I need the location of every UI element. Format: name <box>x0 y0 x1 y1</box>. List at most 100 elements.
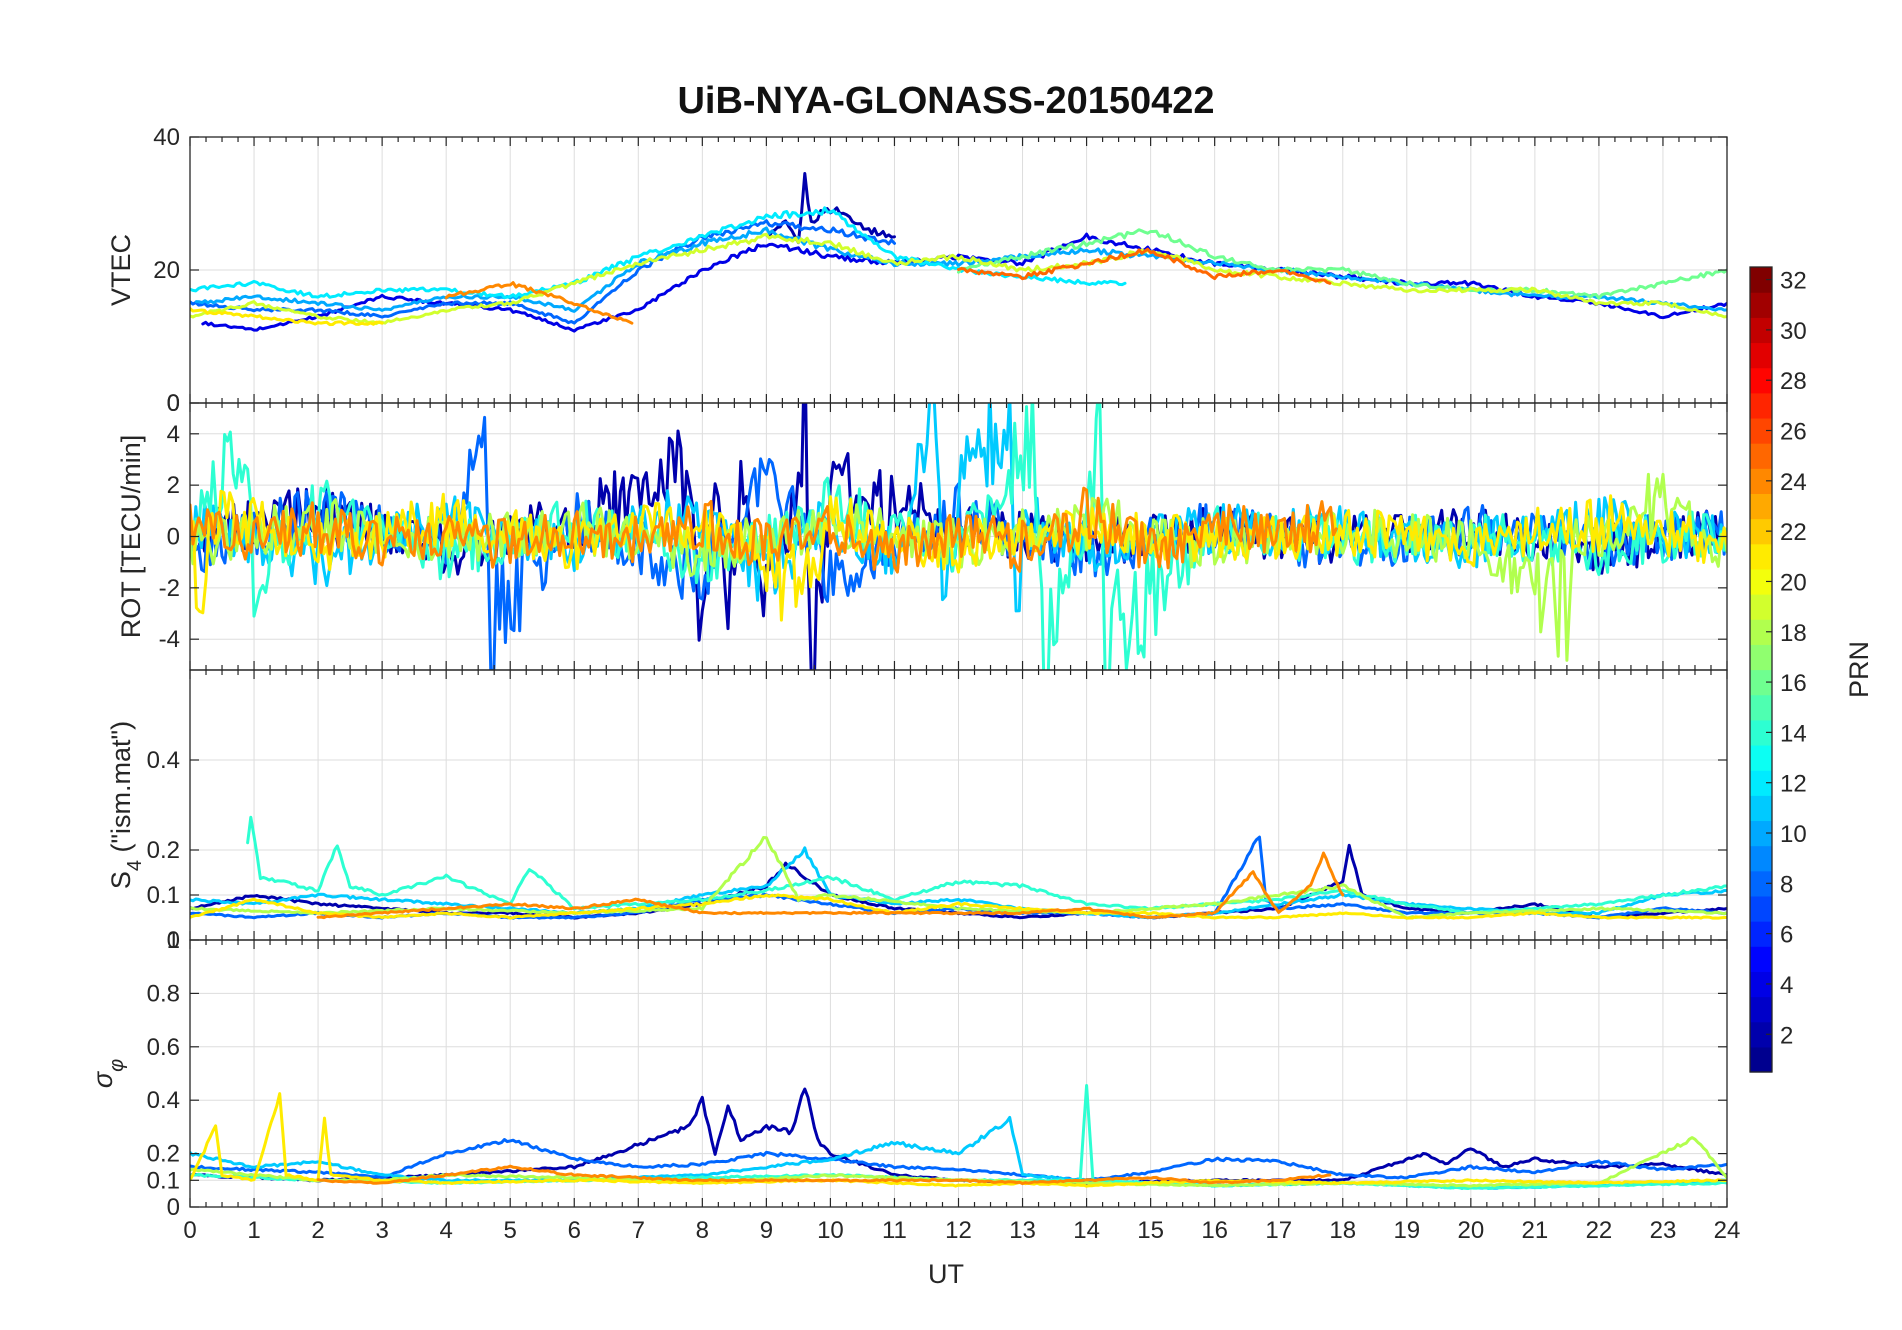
y-tick-label: 0.8 <box>147 980 180 1007</box>
y-tick-label: 0.6 <box>147 1034 180 1061</box>
colorbar-segment <box>1750 1021 1772 1048</box>
colorbar-segment <box>1750 996 1772 1023</box>
x-tick-label: 8 <box>696 1217 709 1244</box>
y-tick-label: -4 <box>159 626 180 653</box>
colorbar-segment <box>1750 971 1772 998</box>
y-tick-label: 0 <box>167 390 180 417</box>
colorbar-frame <box>1749 266 1773 1073</box>
colorbar-tick-label: 30 <box>1780 318 1807 345</box>
y-tick-label: 0.2 <box>147 837 180 864</box>
trace-prn-24 <box>316 851 1345 920</box>
colorbar-segment <box>1750 870 1772 897</box>
y-tick-label: 0.2 <box>147 1141 180 1168</box>
y-tick-label: 0 <box>167 1194 180 1221</box>
colorbar-segment <box>1750 392 1772 419</box>
colorbar-tick-label: 10 <box>1780 821 1807 848</box>
x-tick-label: 23 <box>1650 1217 1677 1244</box>
colorbar-segment <box>1750 744 1772 771</box>
x-tick-label: 21 <box>1522 1217 1549 1244</box>
traces-rot <box>190 403 1727 670</box>
x-tick-label: 10 <box>817 1217 844 1244</box>
colorbar-segment <box>1750 644 1772 671</box>
trace-prn-24 <box>316 1164 1332 1186</box>
colorbar-tick-label: 20 <box>1780 569 1807 596</box>
colorbar-tick-label: 28 <box>1780 368 1807 395</box>
y-tick-label: 0 <box>167 927 180 954</box>
trace-prn-12 <box>190 206 1127 300</box>
x-tick-label: 1 <box>247 1217 260 1244</box>
y-tick-label: 0.1 <box>147 1167 180 1194</box>
y-tick-label: 40 <box>153 124 180 151</box>
trace-prn-16 <box>957 228 1727 300</box>
trace-prn-8 <box>190 1138 1727 1183</box>
trace-prn-4 <box>201 232 1727 333</box>
colorbar-segment <box>1750 770 1772 796</box>
y-axis-label-rot: ROT [TECU/min] <box>116 435 146 639</box>
colorbar-segment <box>1750 719 1772 746</box>
colorbar-tick-label: 2 <box>1780 1022 1793 1049</box>
colorbar-segment <box>1750 543 1772 570</box>
colorbar-tick-label: 18 <box>1780 620 1807 647</box>
colorbar-segment <box>1750 317 1772 344</box>
x-tick-label: 19 <box>1393 1217 1420 1244</box>
y-tick-label: -2 <box>159 575 180 602</box>
y-tick-label: 20 <box>153 257 180 284</box>
colorbar-segment <box>1750 921 1772 947</box>
x-tick-label: 9 <box>760 1217 773 1244</box>
colorbar-segment <box>1750 594 1772 620</box>
colorbar-segment <box>1750 292 1772 318</box>
colorbar-segment <box>1750 669 1772 696</box>
colorbar-segment <box>1750 619 1772 645</box>
x-tick-label: 20 <box>1457 1217 1484 1244</box>
x-tick-label: 12 <box>945 1217 972 1244</box>
traces-sigphi <box>190 1084 1727 1190</box>
x-tick-label: 16 <box>1201 1217 1228 1244</box>
y-tick-label: 0 <box>167 390 180 417</box>
colorbar-tick-label: 26 <box>1780 419 1807 446</box>
y-axis-label-s4: S4 ("ism.mat") <box>106 721 146 889</box>
colorbar-tick-label: 22 <box>1780 519 1807 546</box>
y-tick-label: 0.4 <box>147 747 180 774</box>
trace-prn-21 <box>190 893 1727 920</box>
x-tick-label: 14 <box>1073 1217 1100 1244</box>
colorbar-segment <box>1750 468 1772 495</box>
colorbar-tick-label: 24 <box>1780 469 1807 496</box>
colorbar-segment <box>1750 342 1772 369</box>
y-tick-label: 0.1 <box>147 882 180 909</box>
x-tick-label: 17 <box>1265 1217 1292 1244</box>
colorbar-segment <box>1750 1046 1772 1073</box>
x-tick-label: 18 <box>1329 1217 1356 1244</box>
traces-vtec <box>190 172 1727 333</box>
panel-s4: 0 0.1 0.2 0.4S4 ("ism.mat") <box>106 669 1728 954</box>
x-tick-label: 7 <box>632 1217 645 1244</box>
trace-prn-11 <box>190 846 1727 920</box>
y-tick-label: 2 <box>167 472 180 499</box>
colorbar-tick-label: 32 <box>1780 268 1807 295</box>
panel-rot: -4 -2 0 2 4 0 ROT [TECU/min] <box>116 390 1728 671</box>
x-tick-label: 15 <box>1137 1217 1164 1244</box>
colorbar-segment <box>1750 946 1772 972</box>
colorbar-segment <box>1750 443 1772 469</box>
trace-prn-25 <box>957 247 1332 285</box>
x-tick-label: 5 <box>504 1217 517 1244</box>
x-tick-label: 6 <box>568 1217 581 1244</box>
colorbar-tick-label: 8 <box>1780 871 1793 898</box>
colorbar-segment <box>1750 267 1772 293</box>
x-tick-label: 13 <box>1009 1217 1036 1244</box>
x-tick-label: 3 <box>375 1217 388 1244</box>
trace-prn-19 <box>190 232 1727 326</box>
x-tick-label: 0 <box>183 1217 196 1244</box>
trace-prn-24 <box>190 486 1338 574</box>
colorbar-tick-label: 12 <box>1780 771 1807 798</box>
y-tick-label: 0.4 <box>147 1087 180 1114</box>
y-tick-label: 1 <box>167 927 180 954</box>
colorbar-tick-label: 6 <box>1780 922 1793 949</box>
chart-title: UiB-NYA-GLONASS-20150422 <box>677 80 1214 122</box>
colorbar-segment <box>1750 417 1772 444</box>
trace-prn-21 <box>190 1092 1727 1188</box>
colorbar-segment <box>1750 795 1772 822</box>
traces-s4 <box>190 815 1727 920</box>
